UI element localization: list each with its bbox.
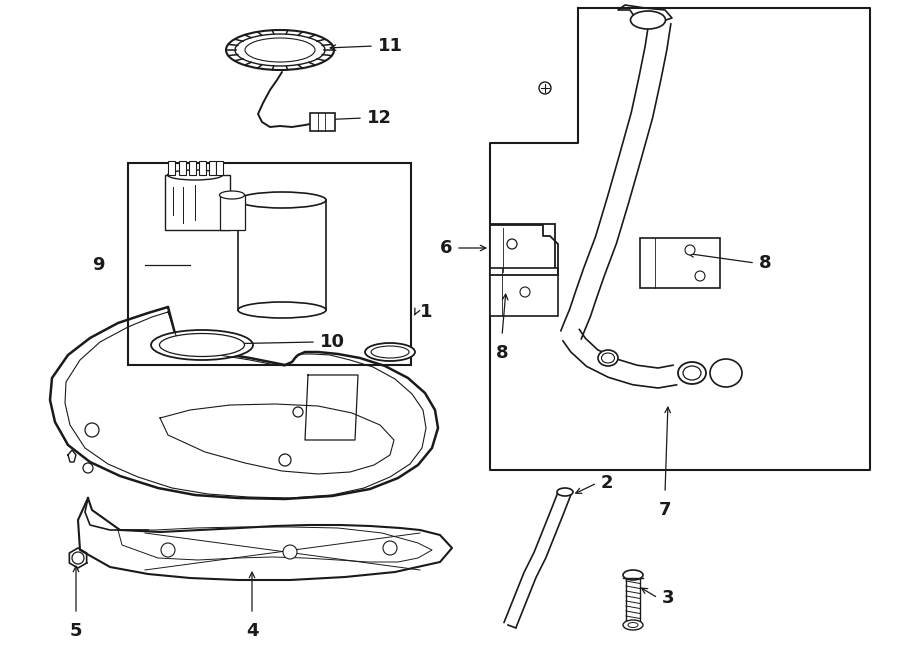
Circle shape bbox=[383, 541, 397, 555]
Bar bbox=[490, 268, 558, 316]
Circle shape bbox=[695, 271, 705, 281]
Text: 5: 5 bbox=[70, 622, 82, 640]
Ellipse shape bbox=[365, 343, 415, 361]
Bar bbox=[238, 200, 326, 310]
Ellipse shape bbox=[601, 353, 615, 363]
Text: 1: 1 bbox=[420, 303, 433, 321]
Bar bbox=[189, 161, 196, 175]
Ellipse shape bbox=[678, 362, 706, 384]
Ellipse shape bbox=[557, 488, 573, 496]
Circle shape bbox=[161, 543, 175, 557]
Circle shape bbox=[539, 82, 551, 94]
Text: 6: 6 bbox=[439, 239, 452, 257]
Circle shape bbox=[85, 423, 99, 437]
Text: 7: 7 bbox=[659, 501, 671, 519]
Bar bbox=[165, 175, 230, 230]
Ellipse shape bbox=[159, 334, 245, 356]
Text: 8: 8 bbox=[496, 344, 508, 362]
Ellipse shape bbox=[631, 11, 665, 29]
Ellipse shape bbox=[245, 38, 315, 62]
Text: 4: 4 bbox=[246, 622, 258, 640]
Circle shape bbox=[520, 287, 530, 297]
Text: 12: 12 bbox=[367, 109, 392, 127]
Circle shape bbox=[283, 545, 297, 559]
Ellipse shape bbox=[238, 302, 326, 318]
Text: 9: 9 bbox=[93, 256, 105, 274]
Text: 11: 11 bbox=[378, 37, 403, 55]
Bar bbox=[199, 161, 206, 175]
Text: 3: 3 bbox=[662, 589, 674, 607]
Ellipse shape bbox=[628, 623, 638, 627]
Bar bbox=[128, 163, 411, 365]
Ellipse shape bbox=[623, 620, 643, 630]
Ellipse shape bbox=[598, 350, 618, 366]
Circle shape bbox=[72, 552, 84, 564]
Ellipse shape bbox=[220, 191, 245, 199]
Bar bbox=[209, 161, 216, 175]
Bar bbox=[640, 238, 720, 288]
Ellipse shape bbox=[226, 30, 334, 70]
Circle shape bbox=[83, 463, 93, 473]
Bar bbox=[220, 195, 245, 230]
Ellipse shape bbox=[235, 34, 325, 66]
Bar bbox=[216, 161, 223, 175]
Bar bbox=[179, 161, 186, 175]
Circle shape bbox=[507, 239, 517, 249]
Text: 10: 10 bbox=[320, 333, 345, 351]
Bar bbox=[490, 224, 555, 276]
Ellipse shape bbox=[710, 359, 742, 387]
Text: 8: 8 bbox=[759, 254, 771, 272]
Ellipse shape bbox=[683, 366, 701, 380]
Ellipse shape bbox=[238, 192, 326, 208]
Circle shape bbox=[685, 245, 695, 255]
Ellipse shape bbox=[167, 170, 222, 180]
Ellipse shape bbox=[151, 330, 253, 360]
Ellipse shape bbox=[623, 570, 643, 580]
Text: 2: 2 bbox=[601, 474, 614, 492]
Ellipse shape bbox=[371, 346, 409, 358]
Bar bbox=[168, 161, 175, 175]
Circle shape bbox=[293, 407, 303, 417]
Circle shape bbox=[279, 454, 291, 466]
Bar bbox=[310, 113, 335, 131]
